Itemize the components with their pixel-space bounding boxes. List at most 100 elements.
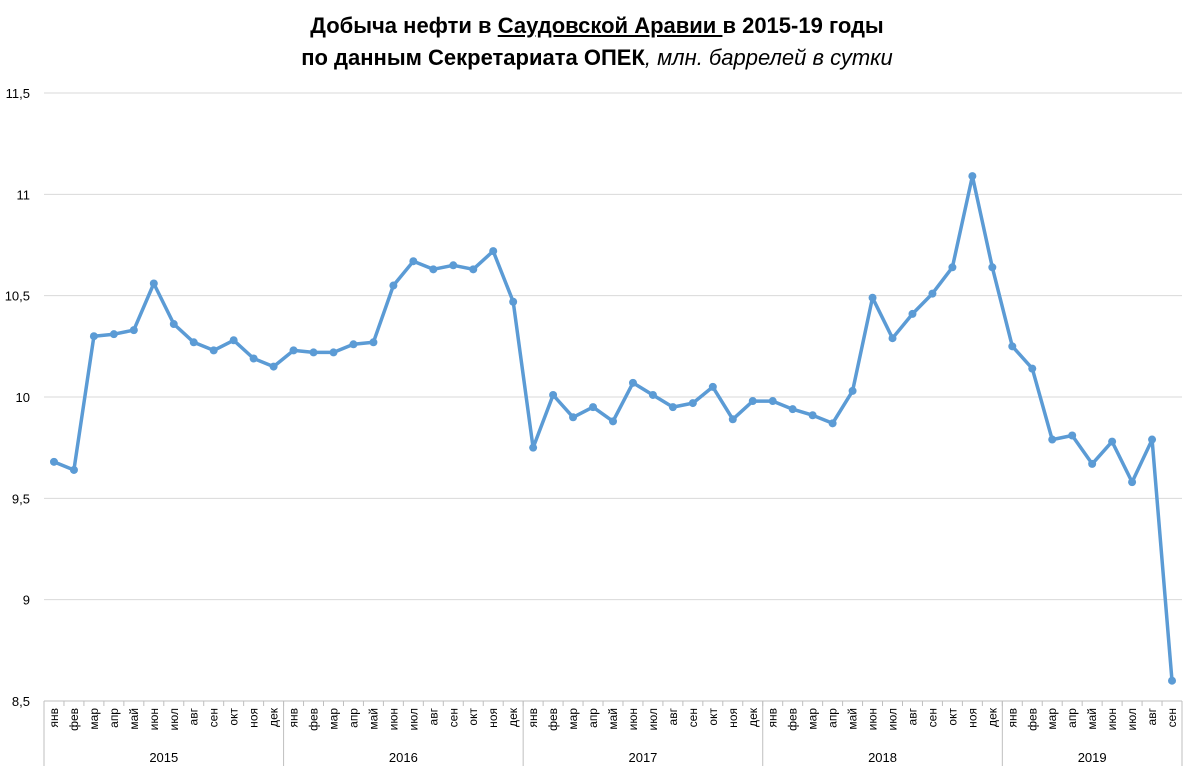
data-point bbox=[509, 297, 518, 306]
y-axis: 8,5 9 9,5 10 10,5 11 11,5 bbox=[5, 86, 30, 709]
data-point bbox=[49, 457, 58, 466]
month-label: сен bbox=[1165, 708, 1179, 727]
data-point bbox=[768, 397, 777, 406]
data-point bbox=[1048, 435, 1057, 444]
title-part-1: Добыча нефти в bbox=[310, 13, 498, 38]
data-point bbox=[808, 411, 817, 420]
data-point bbox=[589, 403, 598, 412]
month-label: июн bbox=[386, 708, 400, 730]
month-label: мар bbox=[87, 708, 101, 730]
data-point bbox=[868, 293, 877, 302]
x-axis: янв фев мар апр май июн июл авг сен окт ноя дек2015… bbox=[43, 700, 1183, 766]
y-tick-label: 9 bbox=[23, 593, 30, 608]
month-label: сен bbox=[446, 708, 460, 727]
data-point bbox=[688, 399, 697, 408]
gridlines bbox=[44, 92, 1182, 601]
y-tick-label: 11 bbox=[17, 187, 31, 202]
month-label: окт bbox=[466, 708, 480, 726]
year-label: 2017 bbox=[628, 750, 657, 765]
data-point bbox=[189, 338, 198, 347]
month-label: окт bbox=[227, 708, 241, 726]
month-label: мар bbox=[566, 708, 580, 730]
month-label: ноя bbox=[486, 708, 500, 728]
month-label: май bbox=[846, 708, 860, 730]
data-point bbox=[848, 386, 857, 395]
month-label: июл bbox=[167, 708, 181, 730]
title-line2-italic: , млн. баррелей в сутки bbox=[644, 45, 893, 70]
y-tick-label: 10,5 bbox=[5, 289, 30, 304]
month-label: авг bbox=[426, 707, 440, 725]
data-point bbox=[1128, 478, 1137, 487]
month-label: дек bbox=[985, 707, 999, 727]
data-point bbox=[628, 378, 637, 387]
data-point bbox=[469, 265, 478, 274]
month-label: дек bbox=[746, 707, 760, 727]
month-label: июн bbox=[626, 708, 640, 730]
month-label: фев bbox=[786, 708, 800, 731]
data-point bbox=[888, 334, 897, 343]
y-tick-label: 9,5 bbox=[12, 491, 30, 506]
data-point bbox=[69, 465, 78, 474]
data-point bbox=[728, 415, 737, 424]
month-label: фев bbox=[1025, 708, 1039, 731]
month-label: апр bbox=[586, 708, 600, 728]
data-point bbox=[1148, 435, 1157, 444]
data-point bbox=[389, 281, 398, 290]
month-label: июл bbox=[1125, 708, 1139, 730]
data-point bbox=[908, 309, 917, 318]
data-point bbox=[149, 279, 158, 288]
month-label: мар bbox=[806, 708, 820, 730]
data-point bbox=[788, 405, 797, 414]
month-label: июн bbox=[1105, 708, 1119, 730]
month-label: янв bbox=[1005, 708, 1019, 728]
data-point bbox=[1108, 437, 1117, 446]
data-point bbox=[129, 326, 138, 335]
series-line bbox=[49, 172, 1177, 685]
month-label: окт bbox=[945, 708, 959, 726]
data-point bbox=[988, 263, 997, 272]
month-label: ноя bbox=[726, 708, 740, 728]
y-tick-label: 11,5 bbox=[6, 86, 30, 101]
data-point bbox=[1008, 342, 1017, 351]
month-label: авг bbox=[187, 707, 201, 725]
title-line2-bold: по данным Секретариата ОПЕК bbox=[301, 45, 645, 70]
data-point bbox=[1168, 676, 1177, 685]
month-label: дек bbox=[267, 707, 281, 727]
series-polyline bbox=[52, 174, 1174, 683]
month-label: мар bbox=[1045, 708, 1059, 730]
month-label: апр bbox=[826, 708, 840, 728]
data-point bbox=[429, 265, 438, 274]
year-label: 2015 bbox=[149, 750, 178, 765]
month-label: авг bbox=[1145, 707, 1159, 725]
data-point bbox=[549, 390, 558, 399]
data-point bbox=[609, 417, 617, 426]
month-label: авг bbox=[905, 707, 919, 725]
data-point bbox=[529, 443, 538, 452]
month-label: май bbox=[366, 708, 380, 730]
data-point bbox=[668, 403, 677, 412]
month-label: янв bbox=[287, 708, 301, 728]
data-point bbox=[748, 397, 757, 406]
data-point bbox=[489, 247, 498, 256]
month-label: янв bbox=[526, 708, 540, 728]
month-label: фев bbox=[546, 708, 560, 731]
month-label: май bbox=[1085, 708, 1099, 730]
month-label: окт bbox=[706, 708, 720, 726]
month-label: янв bbox=[766, 708, 780, 728]
data-point bbox=[309, 348, 318, 357]
month-label: июн bbox=[866, 708, 880, 730]
data-point bbox=[449, 261, 458, 270]
month-label: май bbox=[606, 708, 620, 730]
data-point bbox=[968, 172, 977, 181]
data-point bbox=[289, 346, 298, 355]
y-tick-label: 8,5 bbox=[12, 694, 30, 709]
month-label: мар bbox=[326, 708, 340, 730]
data-point bbox=[169, 320, 178, 329]
data-point bbox=[708, 382, 717, 391]
year-label: 2016 bbox=[389, 750, 418, 765]
month-label: янв bbox=[47, 708, 61, 728]
month-label: авг bbox=[666, 707, 680, 725]
month-label: ноя bbox=[965, 708, 979, 728]
month-label: июл bbox=[886, 708, 900, 730]
